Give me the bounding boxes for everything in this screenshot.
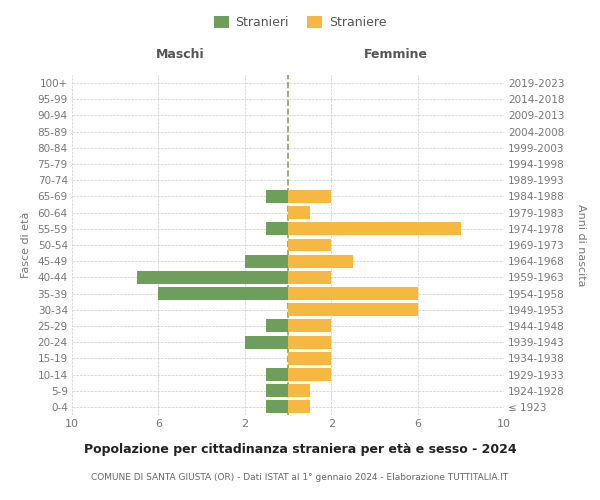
- Y-axis label: Anni di nascita: Anni di nascita: [576, 204, 586, 286]
- Bar: [288, 206, 310, 219]
- Bar: [266, 222, 288, 235]
- Bar: [266, 320, 288, 332]
- Bar: [137, 271, 288, 284]
- Bar: [266, 384, 288, 397]
- Bar: [245, 254, 288, 268]
- Bar: [288, 368, 331, 381]
- Bar: [288, 336, 331, 348]
- Bar: [288, 271, 331, 284]
- Bar: [158, 287, 288, 300]
- Bar: [288, 238, 331, 252]
- Bar: [288, 400, 310, 413]
- Bar: [288, 352, 331, 365]
- Bar: [288, 287, 418, 300]
- Y-axis label: Fasce di età: Fasce di età: [20, 212, 31, 278]
- Text: Maschi: Maschi: [155, 48, 205, 62]
- Bar: [266, 368, 288, 381]
- Bar: [288, 384, 310, 397]
- Legend: Stranieri, Straniere: Stranieri, Straniere: [209, 11, 391, 34]
- Bar: [245, 336, 288, 348]
- Bar: [288, 254, 353, 268]
- Bar: [288, 190, 331, 203]
- Bar: [266, 190, 288, 203]
- Text: Popolazione per cittadinanza straniera per età e sesso - 2024: Popolazione per cittadinanza straniera p…: [83, 442, 517, 456]
- Text: Femmine: Femmine: [364, 48, 428, 62]
- Bar: [288, 304, 418, 316]
- Text: COMUNE DI SANTA GIUSTA (OR) - Dati ISTAT al 1° gennaio 2024 - Elaborazione TUTTI: COMUNE DI SANTA GIUSTA (OR) - Dati ISTAT…: [91, 472, 509, 482]
- Bar: [266, 400, 288, 413]
- Bar: [288, 222, 461, 235]
- Bar: [288, 320, 331, 332]
